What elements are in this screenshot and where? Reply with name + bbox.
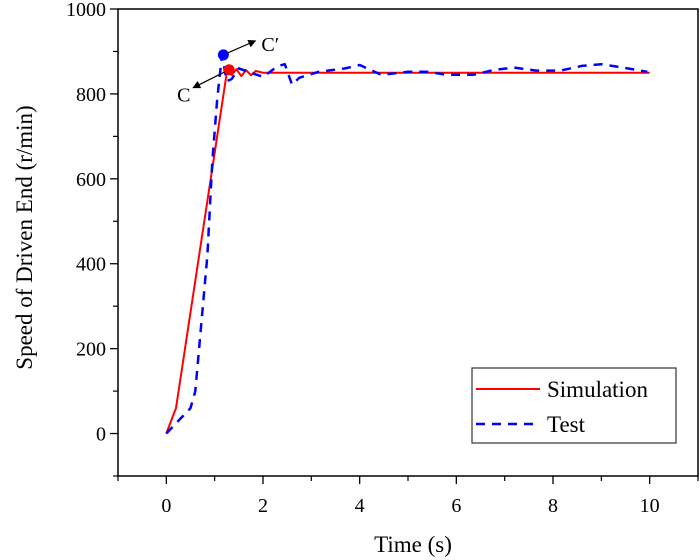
series-line-test — [165, 54, 648, 435]
x-tick-label: 8 — [548, 495, 558, 517]
legend-label-test: Test — [547, 412, 586, 437]
annotation-label-c: C — [177, 85, 190, 107]
y-tick-label: 200 — [76, 339, 106, 361]
annotations: C C′ — [177, 34, 279, 107]
x-tick-label: 10 — [640, 495, 660, 517]
annotation-label-c-prime: C′ — [261, 34, 279, 56]
x-tick-label: 0 — [161, 495, 171, 517]
x-axis-title: Time (s) — [374, 532, 452, 557]
axes: 0 2 4 6 8 10 0 200 400 600 800 1000 — [66, 0, 699, 517]
x-tick-label: 6 — [451, 495, 461, 517]
legend-box — [471, 367, 677, 444]
annotation-arrow-c — [192, 69, 230, 89]
x-axis-ticks: 0 2 4 6 8 10 — [117, 476, 699, 517]
y-tick-label: 400 — [76, 254, 106, 276]
annotation-point-c-prime — [217, 49, 229, 61]
annotation-point-c — [223, 64, 235, 76]
y-axis-title: Speed of Driven End (r/min) — [12, 105, 37, 369]
y-tick-label: 800 — [76, 84, 106, 106]
y-tick-label: 600 — [76, 169, 106, 191]
plot-lines — [165, 54, 650, 435]
y-axis-ticks: 0 200 400 600 800 1000 — [66, 0, 118, 477]
y-tick-label: 1000 — [66, 0, 106, 21]
x-tick-label: 2 — [258, 495, 268, 517]
legend-label-simulation: Simulation — [547, 377, 648, 402]
y-tick-label: 0 — [96, 424, 106, 446]
annotation-arrow-c-prime — [223, 39, 257, 56]
x-tick-label: 4 — [355, 495, 365, 517]
legend: Simulation Test — [471, 367, 677, 444]
